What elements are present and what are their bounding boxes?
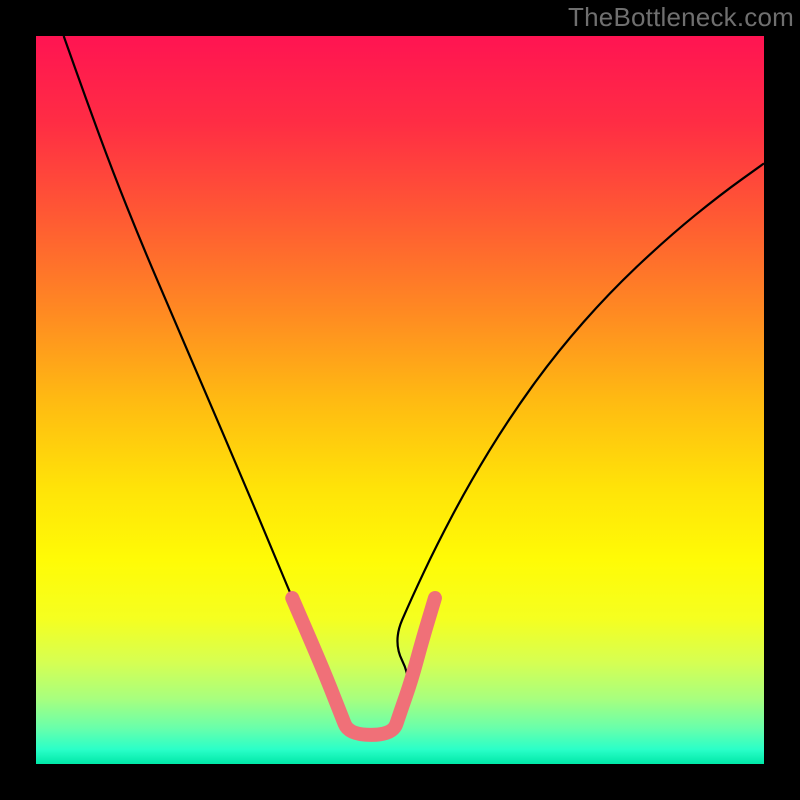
- watermark-text: TheBottleneck.com: [568, 0, 800, 33]
- bottleneck-chart: [0, 0, 800, 800]
